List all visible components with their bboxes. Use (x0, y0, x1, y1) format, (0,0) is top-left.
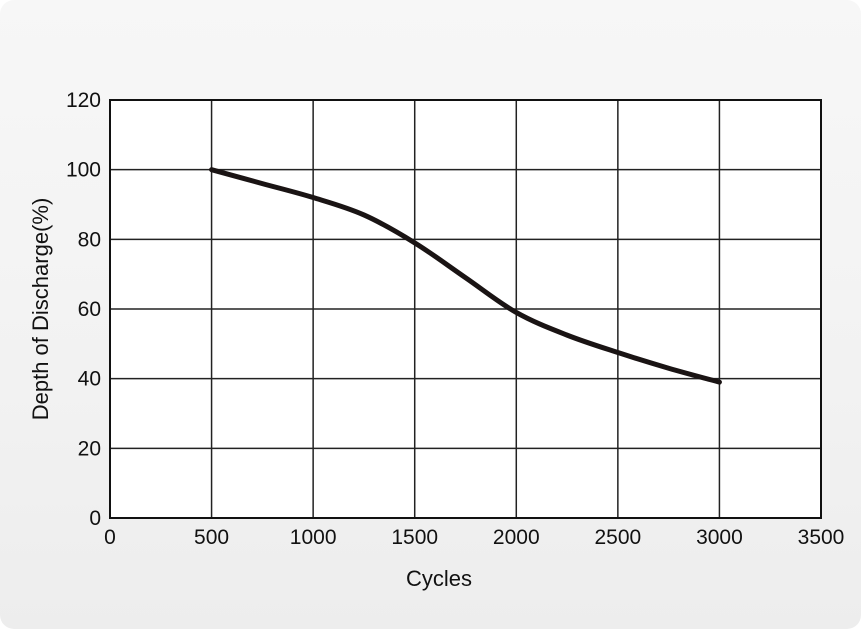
x-tick-label: 0 (104, 526, 116, 549)
y-tick-label: 0 (89, 507, 101, 530)
plot-frame (109, 99, 822, 519)
grid (109, 99, 822, 519)
y-tick-label: 40 (78, 368, 101, 391)
y-tick-label: 100 (66, 159, 101, 182)
tick-labels: 0 500 1000 1500 2000 2500 3000 3500 0 20 40 60 80 100… (66, 89, 844, 549)
x-tick-label: 500 (194, 526, 229, 549)
y-axis-title: Depth of Discharge(%) (28, 198, 53, 421)
series-line-0 (209, 167, 722, 385)
x-axis-title: Cycles (406, 566, 472, 591)
y-tick-label: 80 (78, 228, 101, 251)
y-tick-label: 60 (78, 298, 101, 321)
x-tick-label: 1500 (391, 526, 438, 549)
y-tick-label: 120 (66, 89, 101, 112)
y-tick-label: 20 (78, 437, 101, 460)
x-tick-label: 1000 (290, 526, 337, 549)
x-tick-label: 3000 (696, 526, 743, 549)
x-tick-label: 3500 (798, 526, 845, 549)
x-tick-label: 2500 (594, 526, 641, 549)
x-tick-label: 2000 (493, 526, 540, 549)
series-layer (209, 167, 722, 385)
